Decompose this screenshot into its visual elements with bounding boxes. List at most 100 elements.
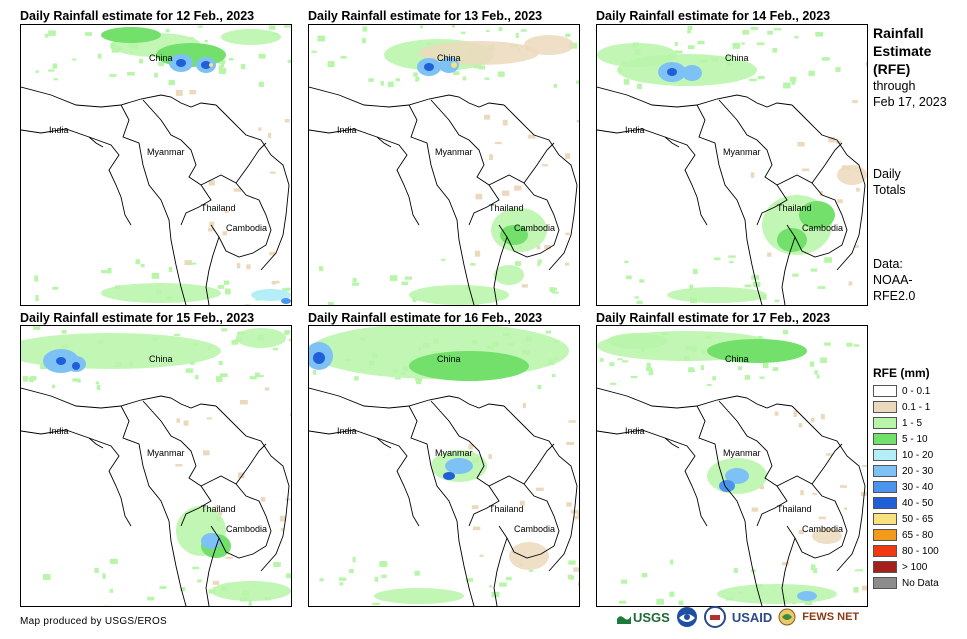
rainfall-cell [820,357,827,363]
rainfall-cell [577,582,579,586]
country-border [120,405,187,606]
rainfall-cell [797,142,805,147]
rainfall-area [72,362,80,370]
rainfall-cell [192,566,200,570]
rainfall-cell [568,575,575,580]
rainfall-cell [700,365,704,371]
rainfall-cell [271,280,276,285]
rainfall-cell [505,576,512,581]
rainfall-cell [462,76,467,81]
rainfall-cell [741,42,745,45]
country-border [309,429,420,527]
country-border [142,400,212,527]
country-label-india: India [49,125,69,135]
rainfall-cell [256,375,264,378]
rainfall-cell [96,384,101,391]
rainfall-cell [825,453,833,456]
rainfall-cell [514,185,522,191]
rainfall-cell [553,83,558,88]
rainfall-cell [489,154,493,161]
rainfall-cell [759,485,765,490]
rainfall-cell [818,516,826,520]
rainfall-cell [284,118,290,123]
rainfall-area [500,225,528,245]
rainfall-cell [515,261,521,266]
rainfall-cell [774,299,780,303]
rainfall-cell [339,582,344,586]
rainfall-cell [42,574,51,581]
map-panel-17feb: China India Myanmar Thailand Cambodia [596,325,868,607]
rainfall-cell [471,505,479,510]
rainfall-cell [521,284,528,288]
country-label-china: China [437,53,461,63]
rainfall-cell [216,376,223,382]
rainfall-cell [416,380,422,385]
rainfall-cell [565,33,571,37]
legend-swatch [873,513,897,525]
rainfall-cell [217,285,225,289]
rainfall-cell [158,62,165,67]
rainfall-cell [267,132,272,139]
rainfall-area [176,59,186,67]
panel-title-17feb: Daily Rainfall estimate for 17 Feb., 202… [596,311,831,325]
legend-item: 0 - 0.1 [873,383,939,399]
rainfall-cell [865,61,867,66]
rainfall-cell [176,418,181,423]
rainfall-cell [630,375,638,379]
map-panel-12feb: China India Myanmar Thailand Cambodia [20,24,292,306]
title-estimate: Estimate [873,43,932,59]
legend-swatch [873,529,897,541]
rainfall-cell [285,573,291,579]
rainfall-cell [656,598,664,605]
rainfall-cell [751,507,759,512]
rainfall-cell [415,378,423,382]
rainfall-cell [389,275,398,281]
legend-item: 0.1 - 1 [873,399,939,415]
rainfall-cell [354,376,359,381]
country-label-myanmar: Myanmar [723,147,761,157]
title-rfe: (RFE) [873,61,911,77]
rainfall-cell [855,569,864,572]
rainfall-cell [670,559,674,565]
legend-item: > 100 [873,559,939,575]
legend-swatch [873,577,897,589]
country-label-india: India [625,125,645,135]
daily-label: Daily [873,167,901,181]
rainfall-cell [202,450,210,456]
country-border [523,443,555,485]
rainfall-area [451,62,457,68]
rainfall-cell [280,527,285,532]
rainfall-cell [225,556,233,559]
rainfall-cell [692,268,698,275]
country-label-cambodia: Cambodia [514,524,555,534]
rainfall-cell [798,422,803,428]
usaid-seal-icon [703,606,726,628]
rainfall-area [424,63,434,71]
rainfall-cell [33,326,41,330]
rainfall-cell [97,53,102,59]
rainfall-area [281,298,291,304]
rainfall-cell [254,372,260,377]
country-label-cambodia: Cambodia [226,524,267,534]
rainfall-cell [816,374,820,379]
rainfall-area [236,328,286,348]
rainfall-cell [368,78,374,82]
rainfall-cell [159,586,167,589]
country-label-india: India [49,426,69,436]
rainfall-cell [348,569,354,574]
rainfall-cell [258,127,262,131]
legend-label: 0 - 0.1 [902,385,931,397]
country-border [142,99,212,226]
country-border [408,405,475,606]
rainfall-cell [712,376,717,381]
rainfall-cell [687,25,693,31]
rainfall-map: China India Myanmar Thailand Cambodia [309,25,579,305]
rainfall-cell [729,261,734,264]
rainfall-cell [61,329,67,334]
rainfall-cell [732,42,741,49]
rainfall-cell [757,76,765,79]
country-border [376,437,392,449]
rainfall-cell [72,378,80,382]
rainfall-cell [535,487,544,491]
legend-item: No Data [873,575,939,591]
